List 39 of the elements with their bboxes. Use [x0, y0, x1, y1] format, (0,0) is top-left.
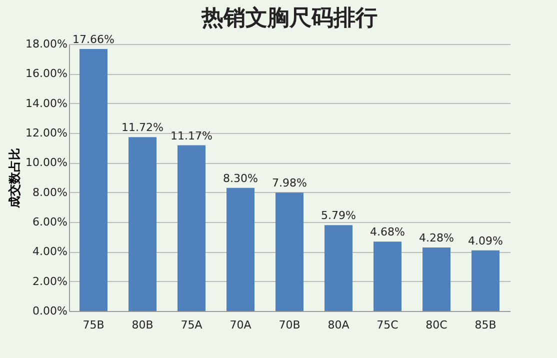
data-label: 4.28% [419, 232, 454, 245]
data-label: 11.72% [122, 121, 164, 134]
y-tick-label: 18.00% [26, 38, 68, 50]
y-tick-label: 14.00% [26, 96, 68, 110]
y-tick-label: 4.00% [32, 245, 68, 258]
y-axis-title: 成交数占比 [8, 148, 22, 209]
x-tick-label: 80B [132, 318, 154, 332]
data-label: 5.79% [321, 209, 356, 222]
bar [324, 225, 352, 311]
y-tick-label: 12.00% [26, 126, 68, 140]
data-label: 4.68% [370, 226, 405, 239]
x-tick-label: 85B [474, 318, 496, 332]
y-tick-label: 10.00% [26, 156, 68, 170]
bar [80, 49, 108, 311]
x-tick-label: 70A [230, 318, 252, 332]
y-tick-label: 8.00% [32, 186, 68, 199]
data-label: 17.66% [72, 33, 114, 46]
data-label: 11.17% [170, 129, 212, 142]
bar [276, 192, 304, 311]
y-tick-label: 6.00% [32, 216, 68, 228]
y-tick-label: 0.00% [32, 304, 68, 318]
data-label: 4.09% [468, 234, 503, 248]
bar [374, 242, 402, 311]
bar [422, 248, 450, 311]
x-tick-label: 75C [376, 318, 399, 332]
bar [178, 145, 206, 311]
x-tick-label: 75A [180, 318, 203, 332]
bar [226, 188, 254, 311]
y-tick-label: 16.00% [26, 67, 68, 80]
x-tick-label: 80A [328, 318, 350, 332]
data-label: 7.98% [272, 176, 307, 190]
x-tick-label: 80C [426, 318, 448, 332]
y-tick-label: 2.00% [32, 274, 68, 288]
bar [472, 250, 500, 311]
chart-title: 热销文胸尺码排行 [200, 5, 378, 32]
data-label: 8.30% [223, 172, 258, 185]
x-tick-label: 70B [278, 318, 300, 332]
bar [128, 137, 156, 311]
x-tick-label: 75B [82, 318, 104, 332]
